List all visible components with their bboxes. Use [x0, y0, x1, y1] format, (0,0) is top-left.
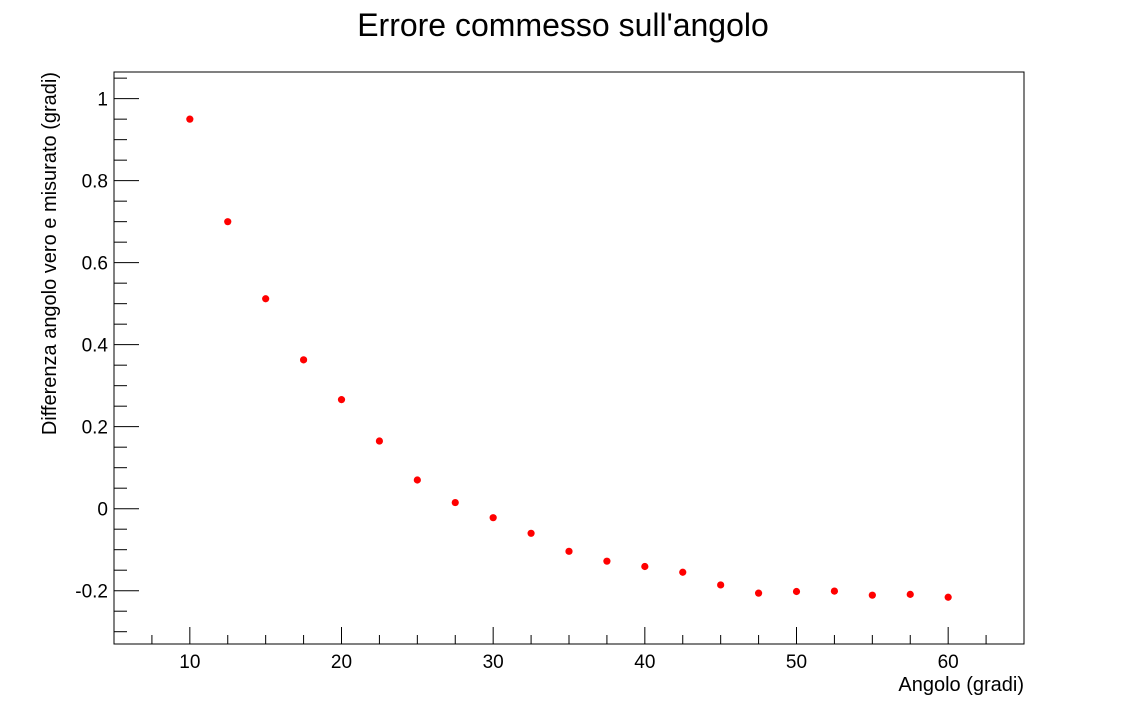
data-point: [451, 498, 459, 507]
data-point: [868, 591, 876, 599]
data-point: [717, 581, 725, 589]
y-tick-label: 0: [97, 500, 108, 521]
data-point: [792, 587, 801, 596]
data-point: [413, 476, 421, 484]
x-tick-label: 10: [179, 652, 200, 673]
chart-title: Errore commesso sull'angolo: [357, 7, 769, 43]
data-points: [186, 115, 952, 601]
data-point: [186, 115, 194, 123]
x-tick-label: 60: [938, 652, 959, 673]
data-point: [830, 587, 839, 595]
data-point: [944, 593, 952, 601]
data-point: [224, 218, 232, 226]
data-point: [375, 437, 384, 445]
x-tick-label: 50: [786, 652, 807, 673]
x-tick-label: 20: [331, 652, 352, 673]
data-point: [906, 590, 914, 598]
y-tick-label: -0.2: [75, 582, 108, 603]
y-tick-label: 0.8: [82, 172, 108, 193]
x-axis-label: Angolo (gradi): [898, 674, 1024, 696]
data-point: [641, 562, 649, 571]
data-point: [754, 589, 763, 597]
x-tick-label: 40: [634, 652, 655, 673]
x-axis: 10 20 30 40 50 60: [113, 627, 1025, 673]
y-tick-label: 0.2: [82, 418, 108, 439]
data-point: [299, 356, 308, 364]
data-point: [603, 557, 611, 565]
data-point: [337, 396, 346, 404]
data-point: [489, 514, 497, 522]
plot-frame: [113, 71, 1025, 645]
data-point: [565, 547, 573, 555]
y-tick-label: 0.6: [82, 254, 108, 275]
data-point: [527, 529, 535, 537]
y-axis: -0.2 0 0.2 0.4 0.6 0.8 1: [75, 77, 139, 633]
y-tick-label: 1: [97, 90, 108, 111]
data-point: [679, 568, 687, 576]
y-axis-label: Differenza angolo vero e misurato (gradi…: [39, 72, 61, 435]
x-tick-label: 30: [483, 652, 504, 673]
y-tick-label: 0.4: [82, 336, 109, 357]
data-point: [262, 295, 270, 303]
